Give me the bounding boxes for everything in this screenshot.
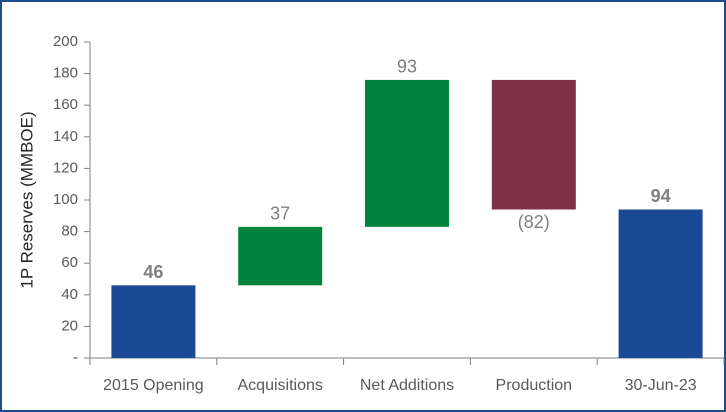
- bar: [111, 285, 196, 358]
- y-tick-label: 200: [53, 33, 78, 50]
- bar: [365, 79, 449, 227]
- value-label: 46: [143, 262, 163, 282]
- y-tick-label: 100: [53, 191, 78, 208]
- bar: [491, 79, 576, 210]
- y-tick-label: 60: [61, 254, 78, 271]
- bar: [618, 209, 703, 358]
- value-label: 93: [397, 57, 417, 77]
- y-tick-label: 140: [53, 128, 78, 145]
- y-tick-label: 120: [53, 159, 78, 176]
- x-tick-label: Production: [496, 377, 573, 394]
- y-axis-title: 1P Reserves (MMBOE): [17, 111, 36, 288]
- x-tick-label: 30-Jun-23: [625, 377, 697, 394]
- x-tick-label: Acquisitions: [238, 377, 323, 394]
- y-tick-label: -: [73, 349, 78, 366]
- y-tick-label: 80: [61, 223, 78, 240]
- y-tick-label: 160: [53, 96, 78, 113]
- x-tick-label: Net Additions: [360, 377, 454, 394]
- value-label: 94: [651, 186, 671, 206]
- y-tick-label: 180: [53, 65, 78, 82]
- x-tick-label: 2015 Opening: [103, 377, 204, 394]
- value-label: 37: [270, 204, 290, 224]
- y-tick-label: 20: [61, 317, 78, 334]
- value-label: (82): [518, 212, 550, 232]
- bar: [238, 226, 323, 286]
- y-tick-label: 40: [61, 286, 78, 303]
